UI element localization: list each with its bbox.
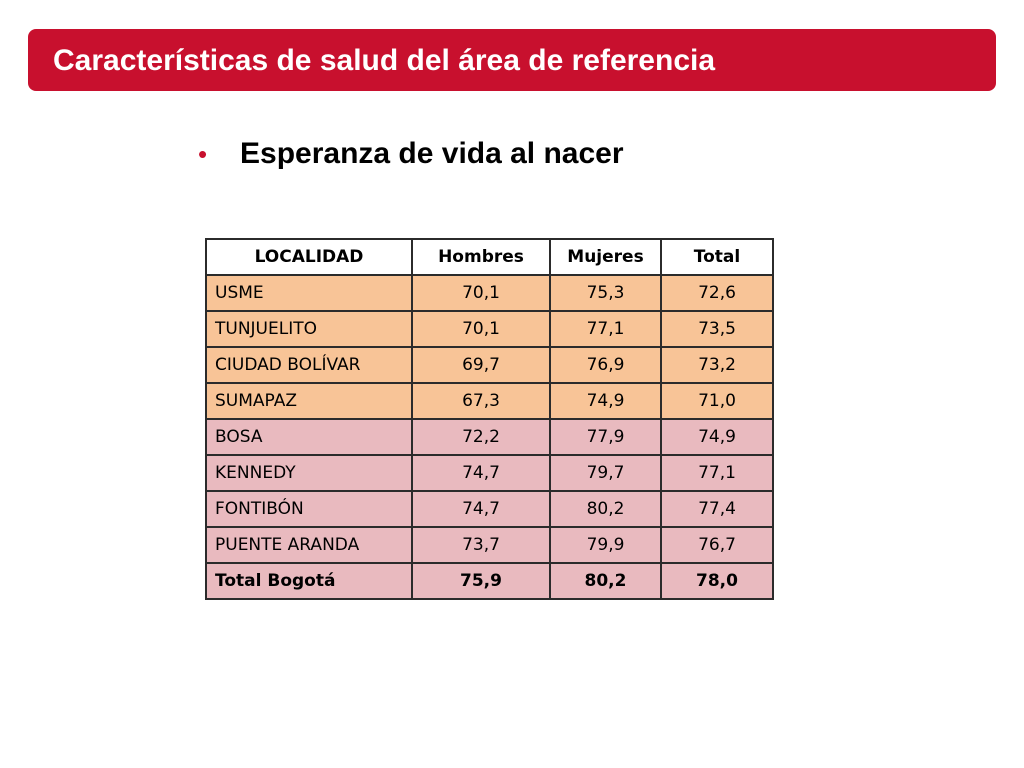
- table-header-row: LOCALIDAD Hombres Mujeres Total: [205, 238, 774, 276]
- table-total-row: Total Bogotá 75,9 80,2 78,0: [205, 562, 774, 600]
- cell-mujeres: 77,1: [549, 310, 662, 348]
- cell-hombres: 75,9: [411, 562, 551, 600]
- cell-hombres: 70,1: [411, 274, 551, 312]
- column-header-total: Total: [660, 238, 774, 276]
- cell-mujeres: 80,2: [549, 562, 662, 600]
- cell-mujeres: 74,9: [549, 382, 662, 420]
- slide-title: Características de salud del área de ref…: [53, 44, 716, 77]
- column-header-localidad: LOCALIDAD: [205, 238, 413, 276]
- table-row: SUMAPAZ 67,3 74,9 71,0: [205, 382, 774, 420]
- life-expectancy-table: LOCALIDAD Hombres Mujeres Total USME 70,…: [205, 238, 774, 600]
- cell-localidad: USME: [205, 274, 413, 312]
- cell-hombres: 73,7: [411, 526, 551, 564]
- cell-mujeres: 79,9: [549, 526, 662, 564]
- cell-localidad: TUNJUELITO: [205, 310, 413, 348]
- cell-mujeres: 79,7: [549, 454, 662, 492]
- cell-localidad: CIUDAD BOLÍVAR: [205, 346, 413, 384]
- cell-total: 74,9: [660, 418, 774, 456]
- cell-localidad: Total Bogotá: [205, 562, 413, 600]
- title-bar: Características de salud del área de ref…: [28, 29, 996, 91]
- cell-total: 77,1: [660, 454, 774, 492]
- cell-localidad: KENNEDY: [205, 454, 413, 492]
- cell-total: 78,0: [660, 562, 774, 600]
- cell-hombres: 74,7: [411, 454, 551, 492]
- table-row: PUENTE ARANDA 73,7 79,9 76,7: [205, 526, 774, 564]
- column-header-hombres: Hombres: [411, 238, 551, 276]
- cell-hombres: 67,3: [411, 382, 551, 420]
- table-row: CIUDAD BOLÍVAR 69,7 76,9 73,2: [205, 346, 774, 384]
- cell-localidad: PUENTE ARANDA: [205, 526, 413, 564]
- cell-hombres: 70,1: [411, 310, 551, 348]
- cell-total: 71,0: [660, 382, 774, 420]
- cell-hombres: 69,7: [411, 346, 551, 384]
- table-row: USME 70,1 75,3 72,6: [205, 274, 774, 312]
- cell-total: 76,7: [660, 526, 774, 564]
- column-header-mujeres: Mujeres: [549, 238, 662, 276]
- cell-mujeres: 75,3: [549, 274, 662, 312]
- cell-hombres: 72,2: [411, 418, 551, 456]
- cell-localidad: FONTIBÓN: [205, 490, 413, 528]
- cell-total: 73,2: [660, 346, 774, 384]
- bullet-dot-icon: •: [198, 139, 208, 169]
- bullet-item: • Esperanza de vida al nacer: [198, 134, 624, 174]
- cell-localidad: BOSA: [205, 418, 413, 456]
- table-row: TUNJUELITO 70,1 77,1 73,5: [205, 310, 774, 348]
- cell-mujeres: 80,2: [549, 490, 662, 528]
- cell-hombres: 74,7: [411, 490, 551, 528]
- table-row: FONTIBÓN 74,7 80,2 77,4: [205, 490, 774, 528]
- table-row: KENNEDY 74,7 79,7 77,1: [205, 454, 774, 492]
- bullet-text: Esperanza de vida al nacer: [240, 137, 624, 170]
- cell-total: 72,6: [660, 274, 774, 312]
- cell-mujeres: 76,9: [549, 346, 662, 384]
- table-row: BOSA 72,2 77,9 74,9: [205, 418, 774, 456]
- cell-total: 77,4: [660, 490, 774, 528]
- cell-total: 73,5: [660, 310, 774, 348]
- cell-localidad: SUMAPAZ: [205, 382, 413, 420]
- cell-mujeres: 77,9: [549, 418, 662, 456]
